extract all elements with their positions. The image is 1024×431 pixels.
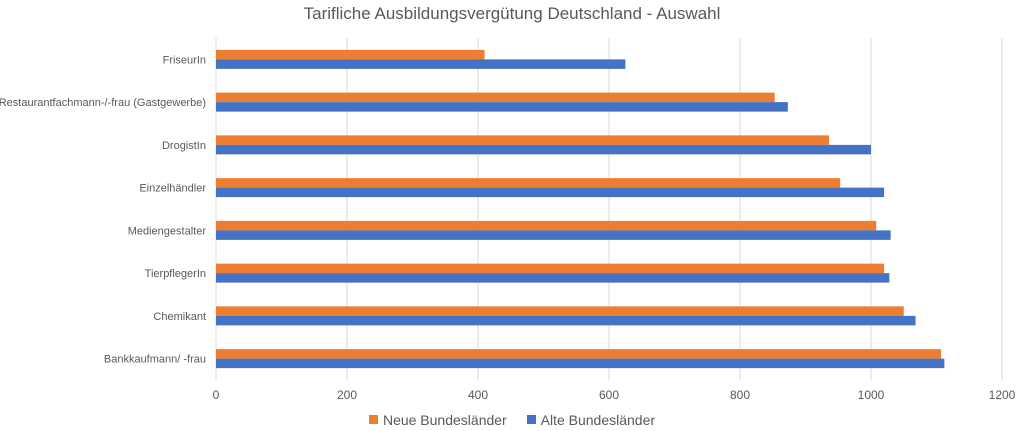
x-tick-label: 400 [468,388,488,402]
bar-neue-6 [216,306,904,316]
category-label: FriseurIn [163,54,206,66]
legend: Neue Bundesländer Alte Bundesländer [0,411,1024,428]
chart-title: Tarifliche Ausbildungsvergütung Deutschl… [303,4,721,23]
category-label: Bankkaufmann/ -frau [104,354,206,366]
category-labels: FriseurIn Restaurantfachmann-/-frau (Gast… [0,54,206,365]
category-label: Mediengestalter [128,225,207,237]
bar-neue-7 [216,349,942,359]
category-label: Restaurantfachmann-/-frau (Gastgewerbe) [0,97,206,109]
bar-alte-5 [216,273,890,283]
bar-neue-4 [216,220,877,231]
x-tick-label: 1200 [989,388,1016,402]
bar-alte-1 [216,102,788,112]
bar-alte-3 [216,187,885,198]
bars [216,49,945,369]
legend-item-neue: Neue Bundesländer [368,411,507,428]
x-tick-label: 800 [730,388,750,402]
bar-alte-6 [216,315,916,326]
legend-swatch-neue [368,415,378,424]
x-tick-label: 600 [599,388,619,402]
category-label: TierpflegerIn [145,268,206,280]
x-tick-label: 0 [213,388,220,402]
x-tick-label: 200 [337,388,357,402]
bar-neue-2 [216,135,830,145]
bar-neue-5 [216,263,885,274]
x-tick-labels: 0 200 400 600 800 1000 1200 [213,388,1016,402]
grid-lines [215,38,1003,380]
x-tick-label: 1000 [858,388,885,402]
bar-alte-0 [216,59,626,69]
bar-neue-3 [216,178,841,188]
bar-alte-2 [216,144,871,155]
legend-item-alte: Alte Bundesländer [526,411,656,428]
bar-neue-0 [216,49,485,60]
legend-label-neue: Neue Bundesländer [382,411,507,428]
legend-label-alte: Alte Bundesländer [540,411,656,428]
category-label: Einzelhändler [139,183,206,195]
bar-alte-7 [216,358,945,369]
category-label: DrogistIn [162,140,206,152]
bar-neue-1 [216,92,775,103]
category-label: Chemikant [153,311,206,323]
legend-swatch-alte [526,415,536,424]
bar-alte-4 [216,230,891,240]
